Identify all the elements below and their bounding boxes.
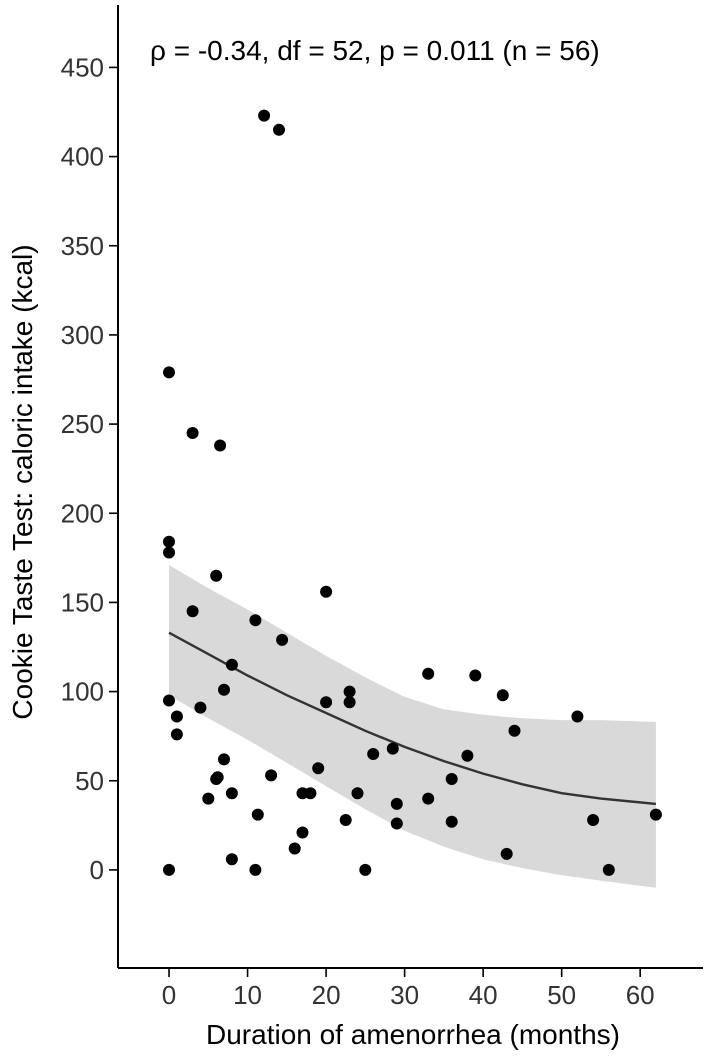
data-point	[422, 792, 435, 805]
y-axis-ticks: 0 50 100 150 200 250 300 350 400 450	[61, 52, 118, 885]
y-tick-label: 250	[61, 409, 104, 439]
data-point	[343, 685, 356, 698]
data-point	[461, 749, 474, 762]
y-tick-label: 400	[61, 142, 104, 172]
data-point	[218, 753, 230, 766]
x-axis-title: Duration of amenorrhea (months)	[206, 1019, 620, 1050]
data-point	[249, 614, 262, 627]
x-tick-label: 50	[547, 980, 576, 1010]
data-point	[390, 797, 403, 810]
data-point	[571, 710, 584, 723]
data-point	[225, 658, 238, 671]
data-point	[304, 787, 317, 800]
data-point	[163, 535, 175, 548]
confidence-band-layer	[169, 565, 656, 888]
data-point	[288, 842, 301, 855]
data-point	[202, 792, 215, 805]
data-point	[649, 808, 662, 821]
confidence-band	[169, 565, 656, 888]
y-tick-label: 350	[61, 231, 104, 261]
data-point	[469, 669, 482, 682]
fit-line	[168, 631, 657, 806]
data-point	[320, 585, 333, 598]
data-point	[273, 123, 285, 136]
data-point	[251, 808, 264, 821]
x-axis-ticks: 0 10 20 30 40 50 60	[162, 968, 655, 1010]
data-point	[351, 787, 364, 800]
data-point	[258, 109, 271, 122]
x-tick-label: 0	[162, 980, 176, 1010]
data-point	[214, 439, 227, 452]
data-point	[496, 689, 509, 702]
data-point	[422, 667, 435, 680]
y-tick-label: 300	[61, 320, 104, 350]
data-point	[170, 728, 183, 741]
data-point	[276, 633, 289, 646]
x-tick-label: 60	[626, 980, 655, 1010]
data-point	[163, 694, 175, 707]
data-point	[163, 366, 175, 379]
y-tick-label: 50	[75, 766, 104, 796]
data-point	[218, 683, 230, 696]
data-point	[386, 742, 399, 755]
points-layer	[163, 109, 662, 876]
data-point	[265, 769, 278, 782]
y-tick-label: 0	[90, 855, 104, 885]
x-tick-label: 30	[390, 980, 419, 1010]
y-tick-label: 450	[61, 52, 104, 82]
y-axis-title: Cookie Taste Test: caloric intake (kcal)	[7, 244, 38, 719]
data-point	[445, 773, 458, 785]
correlation-annotation: ρ = -0.34, df = 52, p = 0.011 (n = 56)	[150, 35, 600, 66]
data-point	[500, 847, 513, 860]
data-point	[210, 569, 223, 582]
data-point	[320, 696, 333, 709]
data-point	[343, 696, 356, 709]
data-point	[390, 817, 403, 830]
y-tick-label: 100	[61, 677, 104, 707]
fit-line-layer	[168, 631, 657, 806]
data-point	[367, 748, 380, 760]
data-point	[508, 724, 521, 737]
data-point	[211, 771, 224, 784]
data-point	[163, 546, 175, 559]
x-tick-label: 10	[233, 980, 262, 1010]
data-point	[163, 863, 175, 876]
data-point	[587, 814, 600, 826]
data-point	[602, 863, 615, 876]
y-tick-label: 200	[61, 498, 104, 528]
data-point	[194, 701, 207, 714]
data-point	[249, 863, 262, 876]
x-tick-label: 20	[312, 980, 341, 1010]
y-tick-label: 150	[61, 587, 104, 617]
data-point	[296, 826, 309, 839]
data-point	[312, 762, 325, 775]
data-point	[186, 605, 199, 618]
data-point	[359, 863, 372, 876]
axes	[117, 5, 703, 969]
data-point	[225, 787, 238, 800]
data-point	[186, 427, 199, 439]
data-point	[339, 814, 352, 826]
x-tick-label: 40	[469, 980, 498, 1010]
data-point	[445, 815, 458, 828]
data-point	[225, 853, 238, 866]
data-point	[170, 710, 183, 723]
